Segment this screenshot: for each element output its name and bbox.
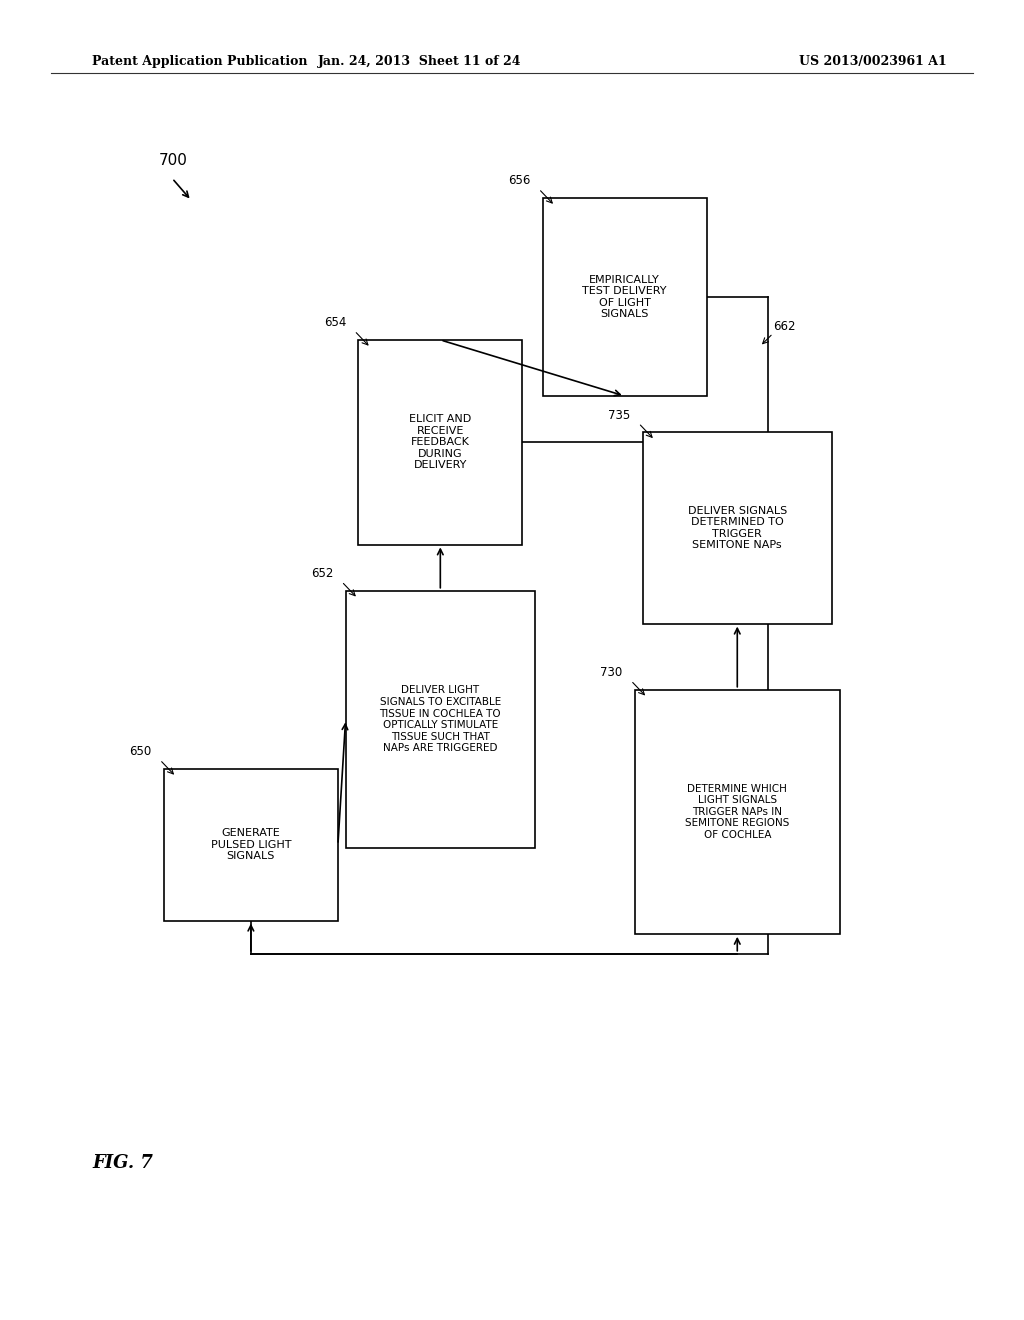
FancyBboxPatch shape (643, 433, 831, 624)
Text: 652: 652 (311, 568, 334, 581)
Text: Jan. 24, 2013  Sheet 11 of 24: Jan. 24, 2013 Sheet 11 of 24 (318, 55, 521, 69)
Text: ELICIT AND
RECEIVE
FEEDBACK
DURING
DELIVERY: ELICIT AND RECEIVE FEEDBACK DURING DELIV… (410, 414, 471, 470)
FancyBboxPatch shape (346, 591, 535, 847)
Text: GENERATE
PULSED LIGHT
SIGNALS: GENERATE PULSED LIGHT SIGNALS (211, 828, 291, 862)
FancyBboxPatch shape (543, 198, 707, 396)
Text: DELIVER LIGHT
SIGNALS TO EXCITABLE
TISSUE IN COCHLEA TO
OPTICALLY STIMULATE
TISS: DELIVER LIGHT SIGNALS TO EXCITABLE TISSU… (380, 685, 501, 754)
Text: 662: 662 (773, 321, 796, 333)
Text: Patent Application Publication: Patent Application Publication (92, 55, 307, 69)
Text: 650: 650 (129, 746, 152, 758)
Text: EMPIRICALLY
TEST DELIVERY
OF LIGHT
SIGNALS: EMPIRICALLY TEST DELIVERY OF LIGHT SIGNA… (583, 275, 667, 319)
FancyBboxPatch shape (358, 339, 522, 544)
Text: 656: 656 (508, 174, 530, 187)
Text: DETERMINE WHICH
LIGHT SIGNALS
TRIGGER NAPs IN
SEMITONE REGIONS
OF COCHLEA: DETERMINE WHICH LIGHT SIGNALS TRIGGER NA… (685, 784, 790, 840)
Text: 700: 700 (159, 153, 187, 168)
FancyBboxPatch shape (635, 689, 840, 935)
Text: US 2013/0023961 A1: US 2013/0023961 A1 (799, 55, 946, 69)
Text: FIG. 7: FIG. 7 (92, 1154, 153, 1172)
Text: 654: 654 (324, 317, 346, 329)
Text: 730: 730 (600, 667, 623, 678)
Text: DELIVER SIGNALS
DETERMINED TO
TRIGGER
SEMITONE NAPs: DELIVER SIGNALS DETERMINED TO TRIGGER SE… (688, 506, 786, 550)
Text: 735: 735 (608, 409, 630, 422)
FancyBboxPatch shape (164, 768, 338, 921)
